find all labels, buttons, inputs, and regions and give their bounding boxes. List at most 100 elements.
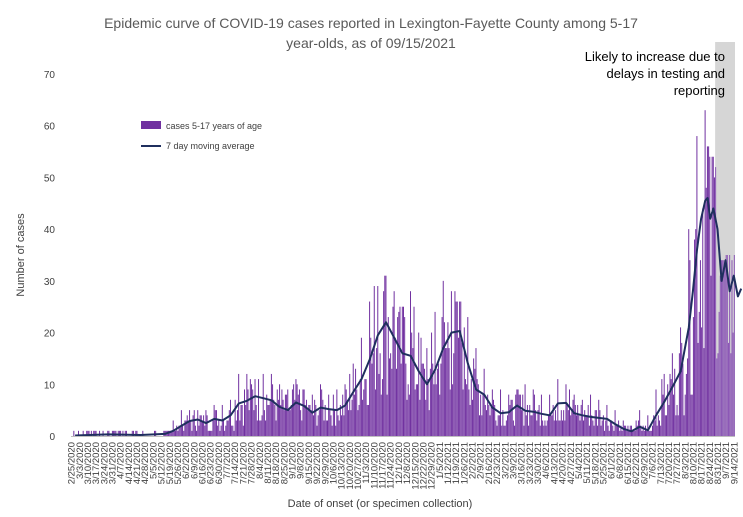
- case-bar: [435, 384, 437, 436]
- case-bar: [432, 363, 434, 436]
- case-bar: [701, 327, 703, 436]
- case-bar: [245, 404, 247, 436]
- case-bar: [229, 399, 231, 436]
- case-bar: [529, 404, 531, 436]
- case-bar: [433, 384, 435, 436]
- case-bar: [251, 384, 253, 436]
- case-bar: [356, 389, 358, 436]
- case-bar: [579, 420, 581, 436]
- case-bar: [177, 430, 179, 436]
- case-bar: [309, 404, 311, 436]
- x-tick-label: 5/11/2021: [582, 442, 593, 484]
- case-bar: [176, 425, 178, 436]
- reporting-delay-annotation: Likely to increase due to delays in testi…: [585, 49, 725, 98]
- case-bar: [401, 306, 403, 436]
- case-bar: [446, 348, 448, 436]
- case-bar: [471, 399, 473, 436]
- x-tick-label: 8/18/2020: [271, 442, 282, 484]
- case-bar: [608, 430, 610, 436]
- case-bar: [115, 430, 117, 436]
- case-bar: [413, 306, 415, 436]
- case-bar: [731, 260, 733, 436]
- x-tick-label: 11/10/2020: [369, 442, 380, 489]
- case-bar: [220, 425, 222, 436]
- case-bar: [114, 430, 116, 436]
- case-bar: [219, 430, 221, 436]
- case-bar: [206, 415, 208, 436]
- case-bar: [554, 410, 556, 436]
- x-tick-label: 4/13/2021: [549, 442, 560, 484]
- case-bar: [525, 415, 527, 436]
- case-bar: [491, 389, 493, 436]
- case-bar: [460, 301, 462, 436]
- case-bar: [644, 425, 646, 436]
- y-tick-label: 50: [44, 173, 56, 184]
- case-bar: [426, 348, 428, 436]
- case-bar: [618, 420, 620, 436]
- case-bar: [501, 425, 503, 436]
- case-bar: [680, 327, 682, 436]
- x-tick-label: 9/8/2020: [296, 442, 307, 479]
- y-tick-label: 60: [44, 122, 56, 133]
- x-tick-label: 6/22/2021: [631, 442, 642, 484]
- case-bar: [301, 420, 303, 436]
- case-bar: [662, 394, 664, 436]
- case-bar: [408, 394, 410, 436]
- case-bar: [186, 415, 188, 436]
- case-bar: [657, 415, 659, 436]
- case-bar: [261, 415, 263, 436]
- case-bar: [546, 420, 548, 436]
- case-bar: [405, 363, 407, 436]
- case-bar: [447, 322, 449, 436]
- case-bar: [573, 394, 575, 436]
- case-bar: [712, 156, 714, 437]
- case-bar: [386, 394, 388, 436]
- case-bar: [507, 415, 509, 436]
- case-bar: [691, 394, 693, 436]
- case-bar: [350, 410, 352, 436]
- case-bar: [464, 379, 466, 436]
- y-tick-label: 40: [44, 225, 56, 236]
- case-bar: [449, 389, 451, 436]
- case-bar: [498, 415, 500, 436]
- case-bar: [317, 415, 319, 436]
- case-bar: [452, 384, 454, 436]
- case-bar: [268, 404, 270, 436]
- case-bar: [486, 410, 487, 436]
- moving-average-line: [75, 197, 743, 437]
- case-bar: [395, 368, 397, 436]
- case-bar: [316, 425, 318, 436]
- case-bar: [399, 306, 401, 436]
- case-bar: [283, 410, 285, 436]
- case-bar: [461, 342, 463, 436]
- case-bar: [584, 410, 586, 436]
- case-bar: [441, 317, 443, 436]
- case-bar: [604, 430, 606, 436]
- case-bar: [224, 430, 226, 436]
- case-bar: [175, 430, 177, 436]
- case-bar: [191, 430, 193, 436]
- case-bar: [716, 358, 718, 436]
- case-bar: [376, 348, 378, 436]
- case-bar: [623, 425, 625, 436]
- case-bar: [331, 425, 333, 436]
- case-bar: [687, 358, 689, 436]
- case-bar: [291, 389, 293, 436]
- case-bar: [256, 420, 258, 436]
- x-tick-label: 4/7/2020: [116, 442, 127, 479]
- case-bar: [594, 410, 596, 436]
- case-bar: [303, 389, 305, 436]
- case-bar: [380, 394, 382, 436]
- case-bar: [415, 384, 417, 436]
- x-tick-label: 8/25/2020: [279, 442, 290, 484]
- case-bar: [240, 404, 242, 436]
- case-bar: [135, 430, 137, 436]
- case-bar: [559, 420, 561, 436]
- case-bar: [696, 136, 698, 436]
- case-bar: [222, 420, 224, 436]
- x-tick-label: 7/21/2020: [238, 442, 249, 484]
- case-bar: [420, 337, 422, 436]
- case-bar: [467, 317, 469, 436]
- case-bar: [274, 404, 276, 436]
